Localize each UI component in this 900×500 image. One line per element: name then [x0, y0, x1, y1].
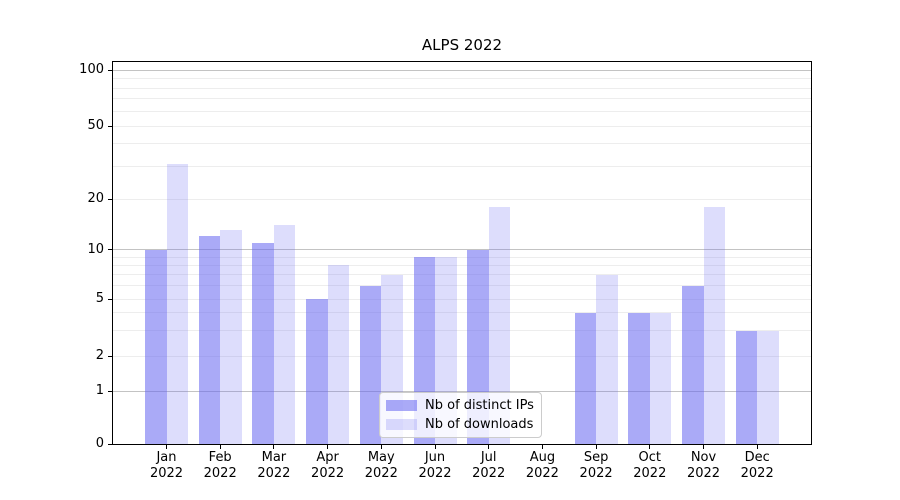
legend-label-downloads: Nb of downloads: [425, 417, 534, 432]
gridline-major-100: [113, 69, 811, 71]
x-tick-label-dec: Dec 2022: [740, 450, 774, 481]
x-tick-mark-jan: [166, 445, 167, 449]
y-tick-label-20: 20: [87, 191, 104, 206]
bar-downloads-feb: [220, 230, 242, 444]
y-tick-mark-50: [108, 125, 113, 127]
plot-area: Nb of distinct IPs Nb of downloads: [108, 61, 812, 449]
gridline-minor-3: [113, 330, 811, 332]
x-tick-label-apr: Apr 2022: [311, 450, 345, 481]
gridline-major-1: [113, 390, 811, 392]
gridline-minor-50: [113, 125, 811, 127]
y-tick-label-2: 2: [95, 348, 104, 363]
bar-downloads-dec: [757, 330, 779, 444]
gridline-minor-9: [113, 256, 811, 258]
chart-title: ALPS 2022: [421, 36, 503, 54]
bar-distinct-ips-mar: [252, 242, 274, 444]
gridline-minor-6: [113, 285, 811, 287]
gridline-minor-8: [113, 264, 811, 266]
gridline-minor-60: [113, 110, 811, 112]
bar-downloads-mar: [273, 224, 296, 444]
bar-downloads-nov: [703, 206, 725, 444]
y-tick-mark-10: [108, 249, 113, 250]
bar-distinct-ips-apr: [306, 299, 328, 444]
gridline-minor-40: [113, 143, 811, 145]
bar-distinct-ips-oct: [628, 312, 650, 444]
y-tick-label-50: 50: [87, 118, 104, 133]
x-tick-label-feb: Feb 2022: [203, 450, 237, 481]
x-tick-mark-nov: [703, 445, 704, 449]
x-tick-label-jan: Jan 2022: [149, 450, 184, 481]
bar-distinct-ips-sep: [574, 312, 597, 444]
gridline-minor-70: [113, 98, 811, 100]
legend: Nb of distinct IPs Nb of downloads: [379, 392, 542, 438]
y-tick-mark-0: [108, 443, 113, 445]
y-tick-mark-100: [108, 69, 113, 71]
x-tick-mark-feb: [219, 445, 221, 449]
gridline-minor-30: [113, 166, 811, 168]
x-tick-label-sep: Sep 2022: [579, 450, 613, 481]
gridline-minor-5: [113, 298, 811, 300]
bar-distinct-ips-feb: [198, 236, 221, 444]
x-tick-mark-may: [380, 445, 382, 449]
bar-downloads-sep: [596, 274, 618, 444]
x-tick-label-mar: Mar 2022: [257, 450, 291, 481]
gridline-minor-4: [113, 312, 811, 314]
y-tick-label-5: 5: [95, 291, 104, 306]
y-tick-mark-2: [108, 355, 113, 357]
x-tick-mark-jun: [434, 445, 436, 449]
x-tick-mark-mar: [273, 445, 275, 449]
legend-label-distinct-ips: Nb of distinct IPs: [425, 398, 534, 413]
legend-entry-distinct-ips: Nb of distinct IPs: [386, 398, 534, 413]
y-tick-label-10: 10: [87, 241, 104, 257]
bar-downloads-oct: [649, 312, 672, 444]
gridline-minor-90: [113, 78, 811, 79]
legend-swatch-downloads-icon: [386, 419, 417, 430]
y-tick-mark-5: [108, 298, 113, 300]
legend-swatch-distinct-ips-icon: [386, 400, 417, 411]
gridline-minor-80: [113, 87, 811, 89]
y-tick-label-100: 100: [79, 62, 104, 77]
gridline-minor-20: [113, 198, 811, 200]
y-tick-mark-20: [108, 198, 113, 200]
x-tick-label-nov: Nov 2022: [686, 450, 721, 481]
bar-downloads-jan: [166, 164, 188, 444]
gridline-minor-2: [113, 355, 811, 357]
bar-downloads-apr: [327, 265, 350, 444]
x-tick-mark-aug: [541, 445, 543, 449]
x-tick-label-may: May 2022: [364, 450, 398, 481]
x-tick-mark-apr: [327, 445, 329, 449]
legend-entry-downloads: Nb of downloads: [386, 417, 534, 432]
x-tick-label-oct: Oct 2022: [633, 450, 667, 481]
x-tick-mark-oct: [649, 445, 651, 449]
bar-downloads-jul: [488, 206, 511, 444]
gridline-minor-7: [113, 274, 811, 276]
gridline-major-10: [113, 249, 811, 250]
y-tick-label-1: 1: [95, 383, 104, 398]
bar-distinct-ips-jan: [145, 249, 167, 444]
y-tick-label-0: 0: [95, 436, 104, 451]
x-tick-label-jun: Jun 2022: [418, 450, 452, 481]
x-tick-mark-dec: [756, 445, 758, 449]
x-tick-label-aug: Aug 2022: [525, 450, 559, 481]
y-tick-mark-1: [108, 390, 113, 392]
bar-distinct-ips-nov: [682, 285, 704, 444]
bar-distinct-ips-dec: [735, 330, 758, 444]
x-tick-label-jul: Jul 2022: [472, 450, 506, 481]
x-tick-mark-sep: [595, 445, 597, 449]
x-tick-mark-jul: [488, 445, 490, 449]
bar-distinct-ips-may: [359, 285, 382, 444]
